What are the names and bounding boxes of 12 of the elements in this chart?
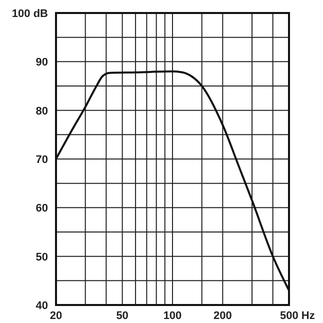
y-tick-label: 60 [36,202,48,215]
x-tick-label: 20 [50,310,62,322]
x-tick-label: 200 [213,310,232,322]
y-tick-label: 90 [36,56,48,69]
y-tick-label: 80 [36,105,48,118]
y-tick-label: 70 [36,154,48,166]
y-tick-label: 50 [36,251,48,264]
x-tick-label: 100 [163,310,182,322]
x-tick-label: 500 Hz [280,310,316,322]
y-tick-label: 40 [36,300,48,312]
x-tick-label: 50 [116,310,128,322]
y-tick-label: 100 dB [12,8,48,20]
